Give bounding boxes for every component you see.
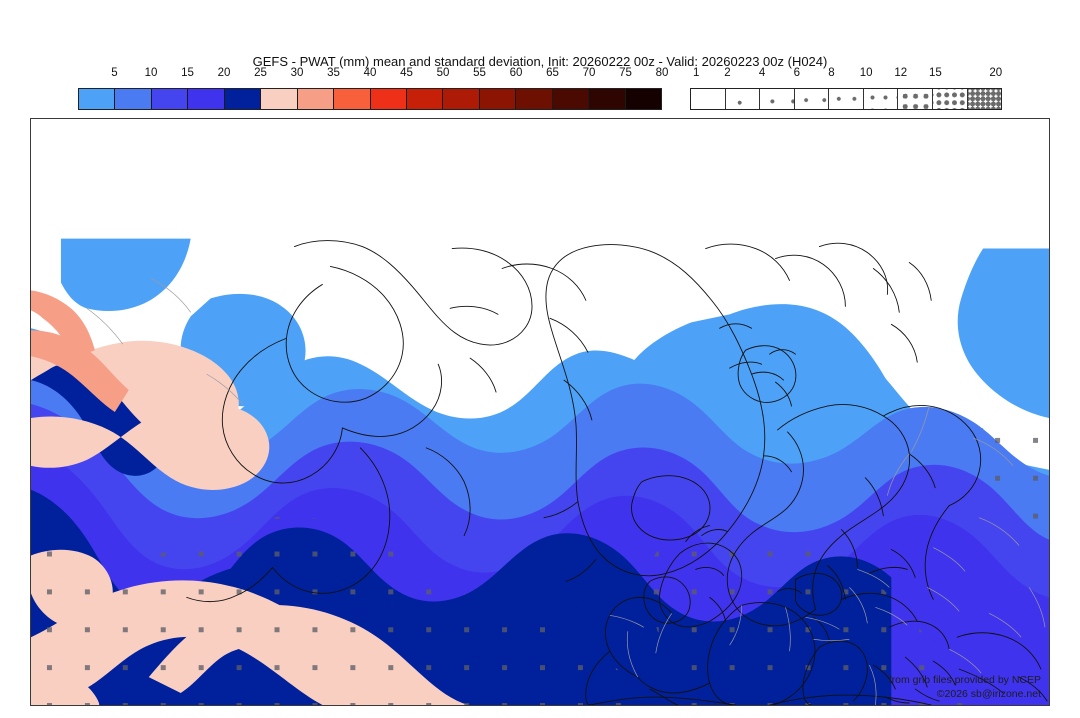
colorbar-segment-40[interactable]: [334, 89, 371, 109]
stipple-tick-2: 2: [724, 67, 731, 79]
stipple-segment-20[interactable]: [967, 89, 1002, 109]
pwat-mean-colorbar: 5 10 15 20 25 30 35 40 45 50 55 60 65 70 75 80: [78, 67, 668, 110]
fill-band-35-40: [31, 290, 129, 412]
stipple-tick-1: 1: [693, 67, 700, 79]
stipple-legend-swatches[interactable]: [690, 88, 1002, 110]
colorbar-segment-45[interactable]: [370, 89, 407, 109]
colorbar-tick-75: 75: [619, 67, 632, 79]
page-title: GEFS - PWAT (mm) mean and standard devia…: [252, 54, 828, 69]
stipple-segment-15[interactable]: [932, 89, 968, 109]
colorbar-tick-15: 15: [181, 67, 194, 79]
colorbar-segment-55[interactable]: [443, 89, 480, 109]
country-borders: [86, 278, 1046, 705]
stipple-segment-4[interactable]: [760, 89, 795, 109]
colorbar-segment-20[interactable]: [188, 89, 225, 109]
stipple-tick-20: 20: [989, 67, 1003, 79]
colorbar-tick-45: 45: [400, 67, 413, 79]
colorbar-segment-15[interactable]: [151, 89, 189, 109]
stipple-segment-2[interactable]: [725, 89, 761, 109]
colorbar-tick-labels: 5 10 15 20 25 30 35 40 45 50 55 60 65 70 75 80: [78, 67, 668, 83]
colorbar-tick-55: 55: [473, 67, 486, 79]
colorbar-segment-10[interactable]: [115, 89, 152, 109]
colorbar-tick-35: 35: [327, 67, 340, 79]
map-canvas[interactable]: from grib files provided by NCEP ©2026 s…: [30, 118, 1050, 706]
stipple-tick-8: 8: [828, 67, 835, 79]
map-svg: [31, 119, 1049, 705]
colorbar-segment-70[interactable]: [552, 89, 590, 109]
colorbar-segment-50[interactable]: [406, 89, 444, 109]
stipple-segment-10[interactable]: [863, 89, 899, 109]
stipple-tick-10: 10: [859, 67, 873, 79]
stipple-tick-15: 15: [929, 67, 942, 79]
colorbar-tick-70: 70: [582, 67, 596, 79]
stipple-segment-8[interactable]: [829, 89, 864, 109]
colorbar-tick-50: 50: [436, 67, 450, 79]
colorbar-tick-40: 40: [363, 67, 377, 79]
stipple-tick-6: 6: [793, 67, 800, 79]
colorbar-segment-5[interactable]: [79, 89, 116, 109]
colorbar-segment-65[interactable]: [516, 89, 553, 109]
stipple-legend-tick-labels: 1 2 4 6 8 10 12 15 20: [690, 67, 1002, 83]
colorbar-segment-25[interactable]: [224, 89, 262, 109]
colorbar-tick-80: 80: [655, 67, 669, 79]
pwat-stddev-stipple-legend: 1 2 4 6 8 10 12 15 20: [690, 67, 1002, 110]
colorbar-tick-5: 5: [111, 67, 118, 79]
colorbar-tick-65: 65: [546, 67, 559, 79]
colorbar-segment-60[interactable]: [479, 89, 517, 109]
colorbar-tick-20: 20: [217, 67, 231, 79]
colorbar-tick-30: 30: [290, 67, 304, 79]
colorbar-tick-60: 60: [509, 67, 523, 79]
stipple-tick-12: 12: [894, 67, 908, 79]
colorbar-segment-75[interactable]: [589, 89, 626, 109]
stipple-segment-6[interactable]: [794, 89, 830, 109]
stipple-segment-1[interactable]: [691, 89, 726, 109]
colorbar-segment-30[interactable]: [261, 89, 298, 109]
colorbar-tick-25: 25: [254, 67, 267, 79]
coastlines: [186, 240, 1048, 705]
colorbar-segment-35[interactable]: [297, 89, 335, 109]
stipple-segment-12[interactable]: [898, 89, 933, 109]
colorbar-segment-80[interactable]: [625, 89, 661, 109]
colorbar-tick-10: 10: [144, 67, 158, 79]
colorbar-swatches[interactable]: [78, 88, 662, 110]
stipple-tick-4: 4: [758, 67, 766, 79]
stipple-overlay: [31, 338, 1049, 705]
